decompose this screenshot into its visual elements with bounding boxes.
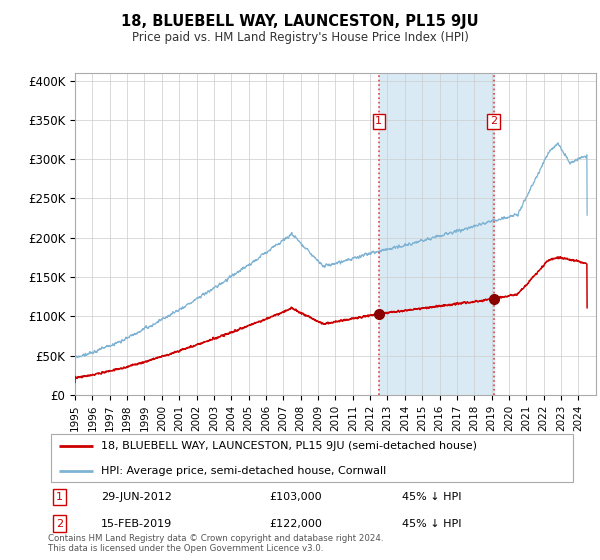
Bar — [379, 73, 494, 395]
Text: Price paid vs. HM Land Registry's House Price Index (HPI): Price paid vs. HM Land Registry's House … — [131, 31, 469, 44]
Text: 1: 1 — [376, 116, 382, 127]
Text: Contains HM Land Registry data © Crown copyright and database right 2024.
This d: Contains HM Land Registry data © Crown c… — [48, 534, 383, 553]
Text: HPI: Average price, semi-detached house, Cornwall: HPI: Average price, semi-detached house,… — [101, 466, 386, 476]
Text: 45% ↓ HPI: 45% ↓ HPI — [402, 519, 461, 529]
FancyBboxPatch shape — [50, 435, 573, 482]
Text: 1: 1 — [56, 492, 63, 502]
Text: 18, BLUEBELL WAY, LAUNCESTON, PL15 9JU (semi-detached house): 18, BLUEBELL WAY, LAUNCESTON, PL15 9JU (… — [101, 441, 477, 451]
Text: £103,000: £103,000 — [270, 492, 322, 502]
Text: 18, BLUEBELL WAY, LAUNCESTON, PL15 9JU: 18, BLUEBELL WAY, LAUNCESTON, PL15 9JU — [121, 14, 479, 29]
Text: 45% ↓ HPI: 45% ↓ HPI — [402, 492, 461, 502]
Text: 2: 2 — [56, 519, 63, 529]
Text: 29-JUN-2012: 29-JUN-2012 — [101, 492, 172, 502]
Text: £122,000: £122,000 — [270, 519, 323, 529]
Text: 15-FEB-2019: 15-FEB-2019 — [101, 519, 172, 529]
Text: 2: 2 — [490, 116, 497, 127]
